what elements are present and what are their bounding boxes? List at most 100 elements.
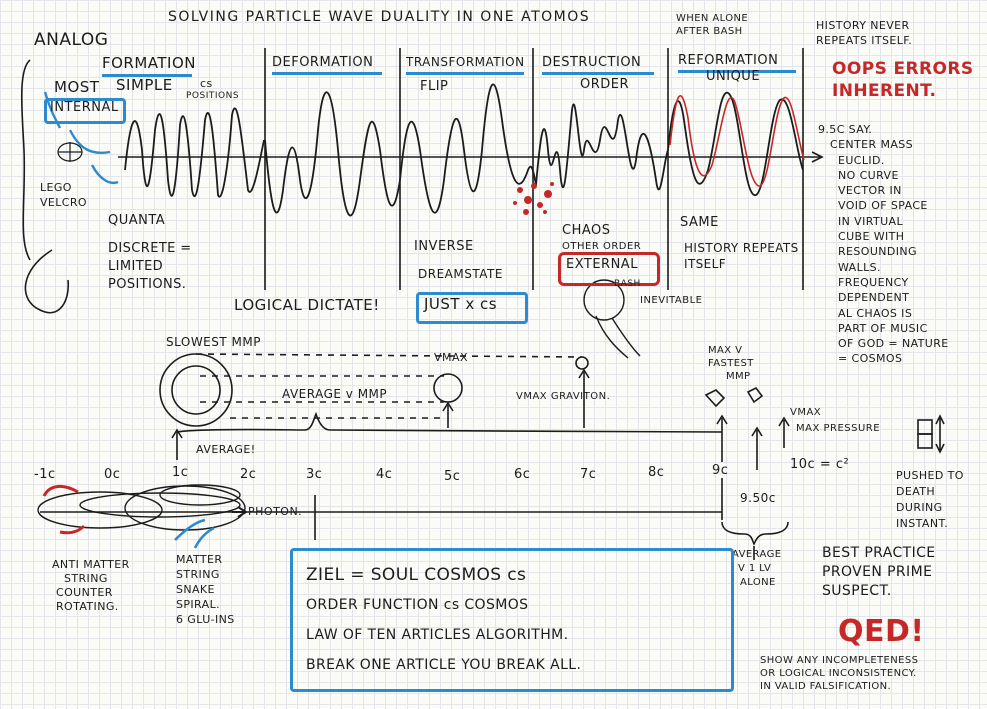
axis-label: 7c: [580, 467, 597, 482]
discrete-note: DISCRETE = LIMITED POSITIONS.: [108, 240, 192, 294]
note-line: LEGO: [40, 181, 72, 194]
arrowhead: [237, 506, 248, 518]
lego-velcro-note: LEGO VELCRO: [40, 180, 87, 210]
phase-formation: FORMATION: [102, 54, 197, 72]
formation-underline: [102, 74, 192, 77]
phase-transformation: TRANSFORMATION: [406, 55, 525, 69]
note-line: WHEN ALONE: [676, 13, 749, 24]
note-line: NO CURVE: [838, 168, 899, 182]
destruction-underline: [542, 72, 654, 75]
blue-arrow-internal: [68, 129, 111, 154]
arrowhead: [442, 401, 454, 412]
note-line: VOID OF SPACE: [838, 199, 928, 213]
lego-sketch: [57, 142, 83, 162]
note-line: = COSMOS: [838, 352, 903, 366]
vmax-graviton-label: VMAX GRAVITON.: [516, 391, 611, 402]
ten-c-label: 10c = c²: [790, 457, 850, 472]
note-line: HISTORY REPEATS: [684, 241, 799, 255]
note-line: VELCRO: [40, 196, 87, 209]
max-pressure-label: MAX PRESSURE: [796, 423, 881, 434]
note-line: SUSPECT.: [822, 583, 892, 599]
note-line: AL CHAOS IS: [838, 306, 913, 320]
note-line: EUCLID.: [838, 153, 885, 167]
phase-deformation: DEFORMATION: [272, 55, 374, 70]
page-title: SOLVING PARTICLE WAVE DUALITY IN ONE ATO…: [168, 9, 591, 25]
external-box: [558, 252, 660, 286]
note-line: POSITIONS.: [108, 277, 187, 292]
note-line: ANTI MATTER: [52, 558, 130, 571]
arrowhead: [578, 368, 590, 379]
note-line: OR LOGICAL INCONSISTENCY.: [760, 668, 917, 679]
dreamstate-label: DREAMSTATE: [418, 267, 503, 281]
photon-label: PHOTON.: [248, 505, 303, 518]
blue-arrow-lego: [90, 164, 119, 184]
phase-destruction: DESTRUCTION: [542, 55, 642, 70]
fastest-blob: [746, 386, 764, 404]
blue-spiral-arrow: [193, 526, 215, 549]
axis-label: 5c: [444, 469, 461, 484]
inevitable-label: INEVITABLE: [640, 295, 703, 306]
wave-reformation-error: [669, 94, 805, 187]
order-label: ORDER: [580, 77, 630, 92]
arrowhead: [716, 414, 728, 425]
loop-arrow: [24, 249, 70, 314]
show-any-note: SHOW ANY INCOMPLETENESS OR LOGICAL INCON…: [760, 654, 918, 693]
wave-formation: [124, 107, 265, 198]
arrowhead: [171, 428, 183, 439]
positions-label: POSITIONS: [186, 91, 240, 101]
note-line: PUSHED TO: [896, 469, 964, 482]
most-label: MOST: [54, 78, 100, 96]
chaos-burst: [513, 182, 554, 215]
nine-five-label: 9.50c: [740, 491, 776, 505]
note-line: IN VIRTUAL: [838, 214, 904, 228]
string-sketch: [37, 484, 246, 531]
blue-arrow-most: [43, 91, 62, 129]
note-line: ALONE: [740, 577, 776, 588]
ziel-box: [290, 548, 734, 692]
left-brace: [20, 59, 31, 261]
axis-label: 2c: [240, 467, 257, 482]
slowest-circle: [159, 353, 233, 427]
blue-spiral-arrow: [174, 518, 206, 541]
unique-label: UNIQUE: [706, 69, 761, 84]
wave-reformation: [667, 91, 804, 196]
vmax-label: VMAX: [434, 351, 469, 364]
note-line: STRING: [64, 572, 108, 585]
axis-label: 1c: [172, 465, 189, 480]
bash-label: BASH: [614, 279, 641, 289]
axis-label: 0c: [104, 467, 121, 482]
fastest-blob: [704, 389, 726, 408]
antimatter-note: ANTI MATTER STRING COUNTER ROTATING.: [52, 558, 130, 614]
axis-label: 9c: [712, 463, 729, 478]
arrowhead: [935, 443, 945, 454]
wave-deformation: [264, 91, 401, 217]
red-rotation-arrow: [42, 485, 79, 497]
internal-label: INTERNAL: [50, 100, 119, 115]
average-bang-label: AVERAGE!: [196, 443, 256, 456]
dashed-line: [195, 353, 583, 358]
note-line: REPEATS ITSELF.: [816, 34, 913, 47]
note-line: 6 GLU-INS: [176, 613, 235, 626]
note-line: DEPENDENT: [838, 291, 910, 305]
wave-destruction: [535, 103, 669, 191]
note-line: IN VALID FALSIFICATION.: [760, 681, 892, 692]
best-practice-note: BEST PRACTICE PROVEN PRIME SUSPECT.: [822, 544, 936, 601]
pressure-box: [917, 433, 933, 449]
axis-label: 3c: [306, 467, 323, 482]
ziel-text: ZIEL = SOUL COSMOS cs ORDER FUNCTION cs …: [306, 560, 581, 680]
note-line: HISTORY NEVER: [816, 19, 910, 32]
arrowhead: [935, 414, 945, 425]
note-line: PROVEN PRIME: [822, 564, 933, 580]
inverse-label: INVERSE: [414, 239, 474, 254]
slowest-inner-circle: [171, 365, 221, 415]
note-line: COUNTER: [56, 586, 113, 599]
axis-label: 8c: [648, 465, 665, 480]
note-line: OOPS ERRORS: [832, 59, 974, 79]
note-line: ITSELF: [684, 257, 727, 271]
arrowhead: [751, 426, 763, 437]
when-alone-note: WHEN ALONE AFTER BASH: [676, 12, 748, 38]
analog-label: ANALOG: [34, 30, 109, 50]
logical-dictate-label: LOGICAL DICTATE!: [234, 296, 380, 314]
note-line: FREQUENCY: [838, 275, 909, 289]
note-line: FASTEST: [708, 358, 754, 369]
